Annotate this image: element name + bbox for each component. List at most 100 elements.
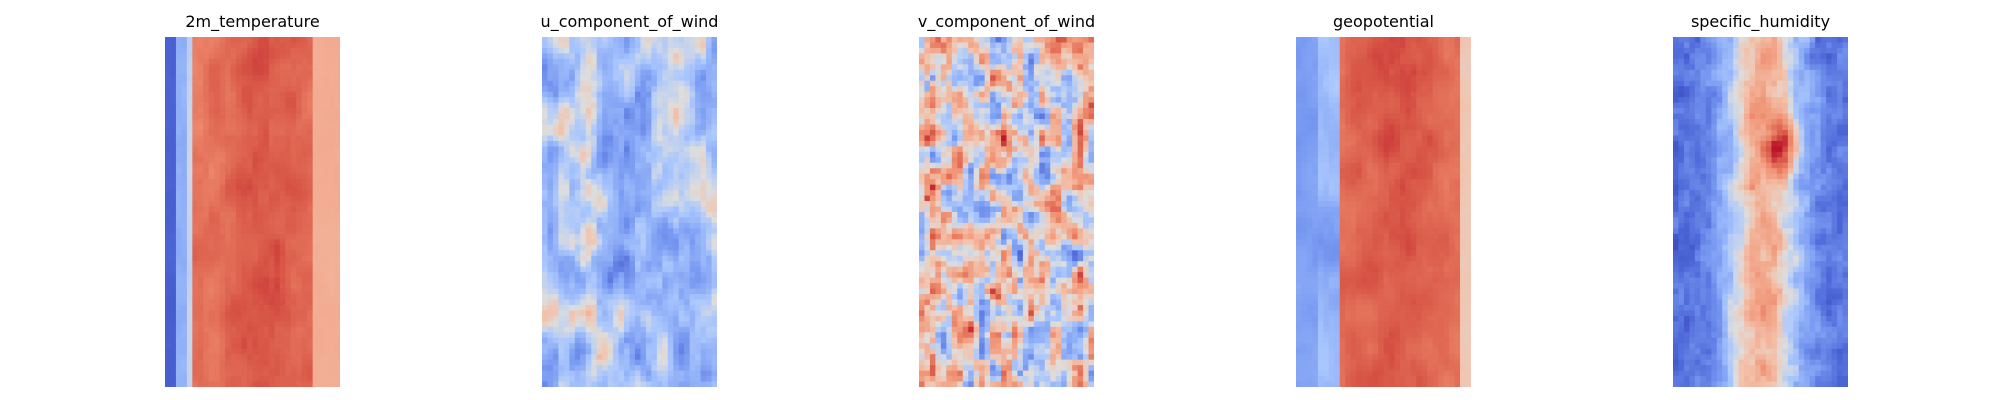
heatmap-cell [334,179,340,186]
heatmap-cell [1017,129,1024,137]
heatmap-cell [263,146,270,153]
heatmap-cell [334,102,340,109]
heatmap-cell [192,102,199,109]
heatmap-cell [312,195,319,202]
heatmap-cell [197,140,204,147]
heatmap-cell [263,140,270,147]
heatmap-cell [629,53,636,60]
heatmap-cell [542,102,549,109]
heatmap-cell [225,64,232,71]
heatmap-cell [667,201,674,208]
heatmap-cell [181,217,188,224]
heatmap-cell [268,80,275,87]
heatmap-cell [563,315,570,322]
heatmap-cell [323,206,330,213]
heatmap-cell [1050,151,1057,158]
heatmap-cell [667,168,674,175]
heatmap-cell [279,179,286,186]
heatmap-cell [645,348,652,355]
heatmap-cell [624,261,631,268]
heatmap-cell [1044,157,1051,164]
heatmap-cell [307,365,314,372]
heatmap-cell [268,337,275,344]
heatmap-cell [591,343,598,350]
heatmap-cell [323,37,330,44]
heatmap-cell [695,299,702,306]
heatmap-cell [203,288,210,295]
heatmap-cell [558,113,565,120]
heatmap-cell [318,151,325,158]
heatmap-cell [214,244,221,251]
heatmap-cell [296,255,303,262]
heatmap-cell [186,201,193,208]
heatmap-cell [296,381,303,387]
heatmap-cell [274,119,281,126]
heatmap-cell [285,37,292,44]
heatmap-cell [662,195,669,202]
heatmap-cell [569,288,576,295]
heatmap-cell [645,113,652,120]
heatmap-cell [552,315,560,322]
heatmap-cell [274,135,281,142]
heatmap-cell [563,354,570,361]
heatmap-cell [307,124,314,131]
heatmap-cell [219,233,226,240]
heatmap-cell [547,195,554,202]
heatmap-cell [695,315,702,322]
heatmap-cell [602,376,609,383]
heatmap-cell [563,75,570,82]
heatmap-cell [946,75,953,82]
heatmap-cell [203,162,210,169]
heatmap-cell [241,283,248,290]
heatmap-cell [203,244,210,251]
heatmap-cell [290,157,297,164]
heatmap-cell [1001,179,1008,186]
heatmap-cell [236,201,243,208]
heatmap-cell [252,277,259,284]
heatmap-cell [711,86,717,93]
heatmap-cell [186,135,193,142]
heatmap-cell [268,365,275,372]
heatmap-cell [279,365,286,372]
heatmap-cell [924,162,931,169]
heatmap-cell [547,173,554,180]
heatmap-cell [678,69,685,76]
heatmap-cell [591,348,598,355]
heatmap-cell [580,168,587,175]
heatmap-cell [312,113,319,120]
heatmap-cell [236,299,243,306]
heatmap-cell [274,184,281,191]
heatmap-cell [312,146,319,153]
heatmap-cell [279,86,286,93]
heatmap-cell [318,168,325,175]
heatmap-cell [940,80,947,87]
heatmap-cell [602,119,609,126]
heatmap-cell [230,217,237,224]
heatmap-cell [279,212,286,219]
heatmap-cell [673,91,680,98]
heatmap-cell [165,157,172,164]
heatmap-cell [192,348,199,355]
heatmap-cell [279,64,286,71]
heatmap-cell [1061,157,1068,164]
heatmap-cell [678,53,685,60]
heatmap-cell [257,272,265,279]
heatmap-cell [951,184,958,191]
heatmap-cell [230,370,237,377]
heatmap-cell [318,332,325,339]
heatmap-cell [591,381,598,387]
heatmap-cell [312,162,319,169]
heatmap-cell [241,348,248,355]
heatmap-cell [695,250,702,257]
heatmap-cell [624,233,631,240]
heatmap-cell [230,75,237,82]
heatmap-cell [684,288,691,295]
heatmap-cell [607,288,614,295]
heatmap-cell [274,354,281,361]
heatmap-cell [290,129,297,137]
heatmap-cell [208,217,215,224]
heatmap-cell [312,42,319,49]
heatmap-cell [574,359,581,366]
heatmap-cell [656,326,663,333]
heatmap-cell [197,102,204,109]
